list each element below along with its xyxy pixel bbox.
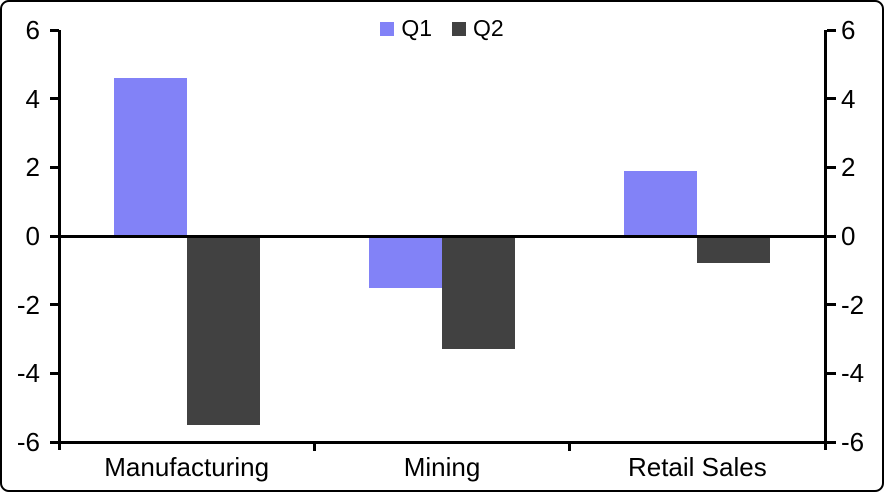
bar-q2-mining bbox=[442, 236, 515, 350]
y-tick-right bbox=[827, 371, 836, 375]
zero-line bbox=[59, 234, 825, 238]
y-tick-right bbox=[827, 303, 836, 307]
bar-q2-retail-sales bbox=[697, 236, 771, 264]
y-axis-label-left: 6 bbox=[25, 15, 40, 45]
x-axis bbox=[58, 441, 827, 444]
y-axis-label-left: -6 bbox=[16, 427, 40, 457]
y-tick-right bbox=[827, 28, 836, 32]
x-tick bbox=[312, 444, 316, 451]
y-axis-label-right: -2 bbox=[841, 289, 865, 320]
legend-item-q1: Q1 bbox=[380, 15, 432, 42]
x-category-label: Mining bbox=[403, 452, 481, 482]
y-tick-right bbox=[827, 440, 836, 444]
y-tick-right bbox=[827, 97, 836, 101]
y-axis-label-left: 4 bbox=[25, 83, 40, 114]
y-tick-left bbox=[50, 371, 59, 375]
y-axis-label-left: -4 bbox=[16, 358, 40, 389]
y-axis-left bbox=[58, 30, 61, 450]
y-axis-label-right: -4 bbox=[841, 358, 865, 389]
legend-swatch-q1 bbox=[380, 21, 395, 36]
y-axis-label-right: 4 bbox=[841, 83, 856, 114]
y-axis-right bbox=[824, 30, 827, 450]
x-category-label: Retail Sales bbox=[627, 452, 767, 482]
y-axis-label-left: 0 bbox=[25, 221, 40, 251]
legend-swatch-q2 bbox=[452, 21, 466, 36]
y-axis-label-right: 6 bbox=[841, 15, 856, 45]
x-tick bbox=[568, 444, 572, 451]
bar-q1-manufacturing bbox=[113, 78, 187, 236]
chart-legend: Q1 Q2 bbox=[2, 15, 882, 42]
bar-q1-mining bbox=[369, 236, 442, 288]
bar-q2-manufacturing bbox=[186, 236, 260, 425]
y-axis-label-right: 0 bbox=[841, 221, 856, 251]
legend-label-q1: Q1 bbox=[401, 15, 432, 41]
y-axis-label-left: 2 bbox=[25, 152, 40, 183]
y-tick-left bbox=[50, 303, 59, 307]
y-tick-right bbox=[827, 234, 836, 238]
y-tick-left bbox=[50, 440, 59, 444]
x-category-label: Manufacturing bbox=[104, 452, 270, 482]
y-tick-left bbox=[50, 234, 59, 238]
bar-q1-retail-sales bbox=[624, 170, 698, 236]
y-axis-label-left: -2 bbox=[16, 289, 40, 320]
y-axis-label-right: -6 bbox=[841, 427, 865, 457]
y-tick-left bbox=[50, 97, 59, 101]
y-tick-left bbox=[50, 28, 59, 32]
y-tick-right bbox=[827, 165, 836, 169]
y-tick-left bbox=[50, 165, 59, 169]
legend-label-q2: Q2 bbox=[473, 15, 504, 41]
y-axis-label-right: 2 bbox=[841, 152, 856, 183]
legend-item-q2: Q2 bbox=[452, 15, 504, 42]
